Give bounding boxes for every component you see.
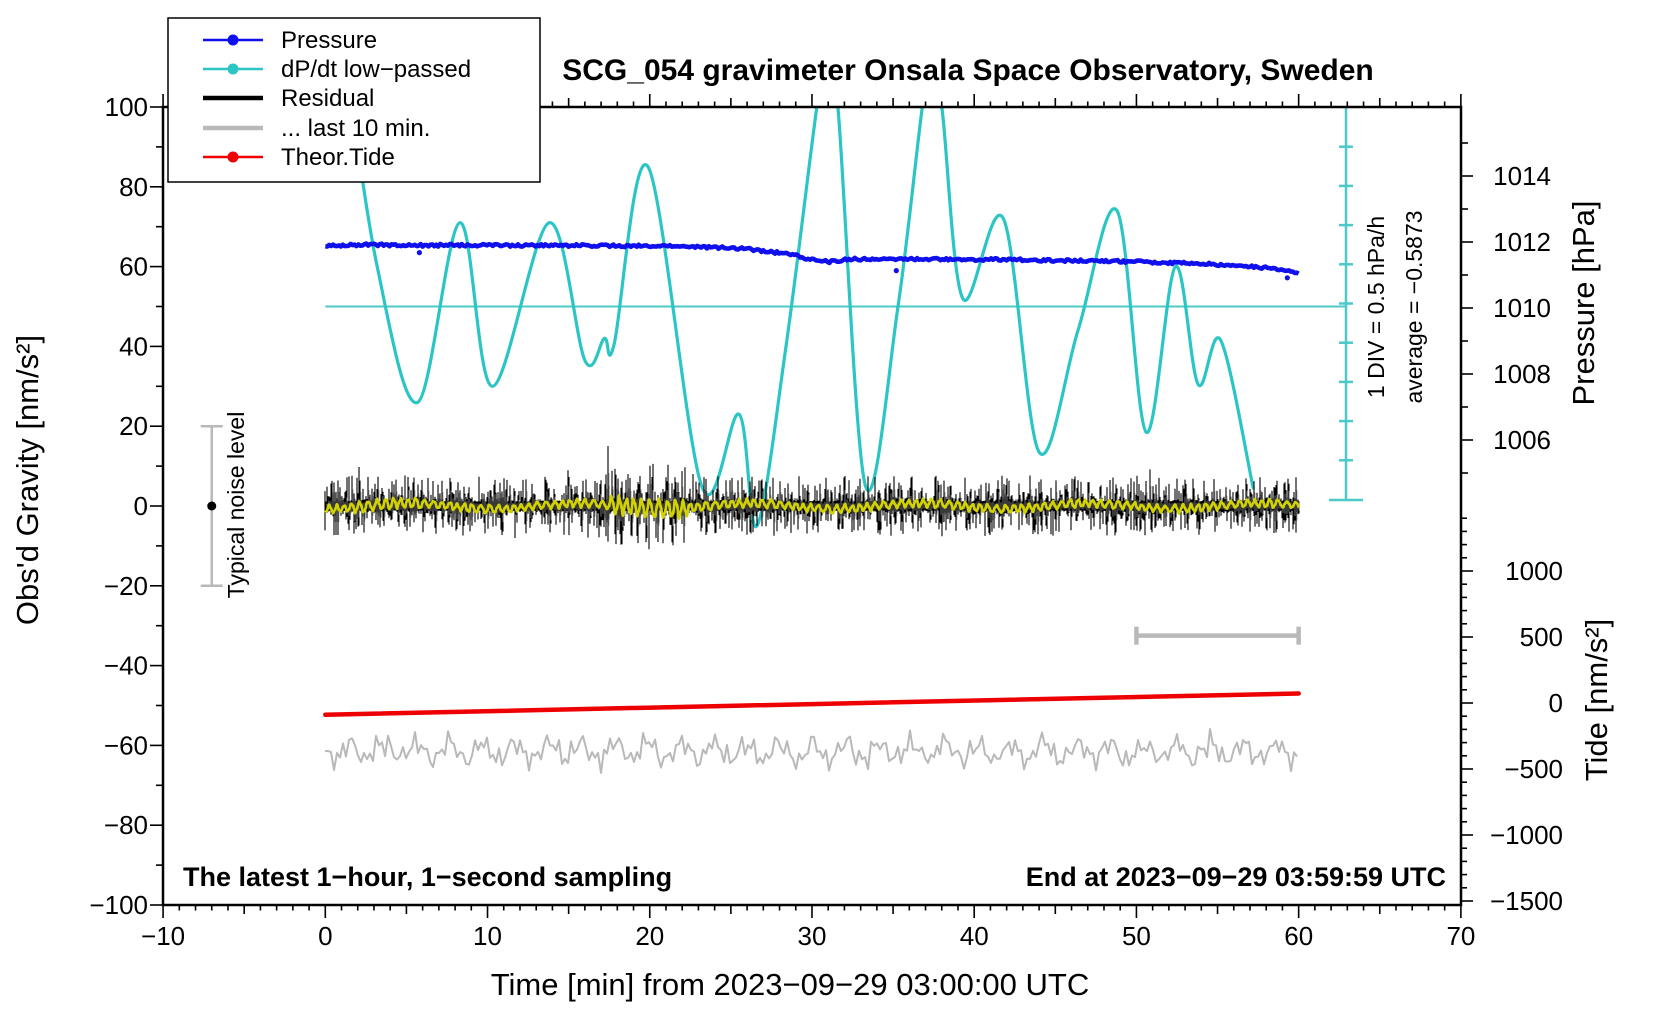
pressure-tick-label: 1010 [1493,293,1551,323]
gravity-tick-label: −80 [104,810,148,840]
gravity-tick-label: −100 [89,890,148,920]
pressure-tick-label: 1012 [1493,227,1551,257]
gravity-tick-label: −20 [104,571,148,601]
x-tick-label: 60 [1284,921,1313,951]
sampling-caption: The latest 1−hour, 1−second sampling [183,862,672,892]
axis-tick-labels: −10 0 10 20 30 40 50 60 70100806040200−20−40−60−… [89,92,1563,951]
pressure-outlier-dot [416,250,422,256]
legend-item-theortide: Theor.Tide [203,144,395,171]
tide-tick-label: −1500 [1490,886,1563,916]
x-axis-title: Time [min] from 2023−09−29 03:00:00 UTC [491,967,1090,1002]
gravity-tick-label: 40 [119,331,148,361]
legend-label-residual: Residual [281,85,374,112]
axis-ticks [150,94,1473,918]
dpdt-div-scale-bar [1329,107,1363,502]
last10min-interval-bar [1134,626,1301,645]
gravity-tick-label: 100 [105,92,148,122]
typical-noise-level-label: Typical noise level [223,412,249,599]
tide-tick-label: 500 [1520,622,1563,652]
chart-title: SCG_054 gravimeter Onsala Space Observat… [562,54,1374,87]
tide-tick-label: −1000 [1490,820,1563,850]
plot-area [323,107,1346,774]
pressure-tick-label: 1006 [1493,425,1551,455]
end-time-caption: End at 2023−09−29 03:59:59 UTC [1026,862,1446,892]
x-tick-label: 10 [473,921,502,951]
legend-label-last10min: ... last 10 min. [281,115,430,142]
x-tick-label: 50 [1122,921,1151,951]
x-tick-label: 20 [635,921,664,951]
y-right-pressure-title: Pressure [hPa] [1566,200,1601,405]
pressure-tick-label: 1008 [1493,359,1551,389]
legend-label-dpdt: dP/dt low−passed [281,56,471,83]
legend-label-pressure: Pressure [281,27,377,54]
div-scale-label: 1 DIV = 0.5 hPa/h [1363,216,1389,398]
plot-overlays [200,107,1363,588]
x-tick-label: 70 [1446,921,1475,951]
gravity-tick-label: 0 [134,491,148,521]
legend: Pressure dP/dt low−passed Residual ... l… [167,17,541,183]
pressure-outlier-dot [893,268,899,274]
gravity-tick-label: 60 [119,252,148,282]
pressure-dot-sample [227,34,239,46]
x-tick-label: −10 [141,921,185,951]
y-right-tide-title: Tide [nm/s²] [1579,619,1614,782]
x-tick-label: 40 [960,921,989,951]
average-dpdt-label: average = −0.5873 [1401,210,1427,403]
last10min-residual-trace [324,728,1298,774]
tide-tick-label: 0 [1549,688,1563,718]
residual-smoothed-curve [324,494,1301,520]
dpdt-dot-sample [227,63,239,75]
typical-noise-level-bar [200,424,223,588]
legend-item-pressure: Pressure [203,27,377,54]
dpdt-lowpassed-curve [350,107,1255,528]
pressure-tick-label: 1014 [1493,161,1551,191]
gravity-tick-label: −40 [104,651,148,681]
x-tick-label: 30 [798,921,827,951]
gravity-tick-label: 20 [119,411,148,441]
tide-tick-label: −500 [1504,754,1563,784]
legend-label-theortide: Theor.Tide [281,144,395,171]
pressure-curve [324,241,1300,276]
gravity-tick-label: 80 [119,172,148,202]
legend-item-residual: Residual [203,85,374,112]
y-left-axis-title: Obs'd Gravity [nm/s²] [10,335,45,625]
theoretical-tide-line [323,691,1301,717]
legend-item-dpdt: dP/dt low−passed [203,56,471,83]
x-tick-label: 0 [318,921,332,951]
tide-tick-label: 1000 [1505,556,1563,586]
residual-noise-band [324,446,1300,550]
pressure-outlier-dot [1284,275,1290,281]
theortide-dot-sample [227,151,239,163]
legend-item-last10min: ... last 10 min. [203,115,430,142]
gravity-tick-label: −60 [104,730,148,760]
